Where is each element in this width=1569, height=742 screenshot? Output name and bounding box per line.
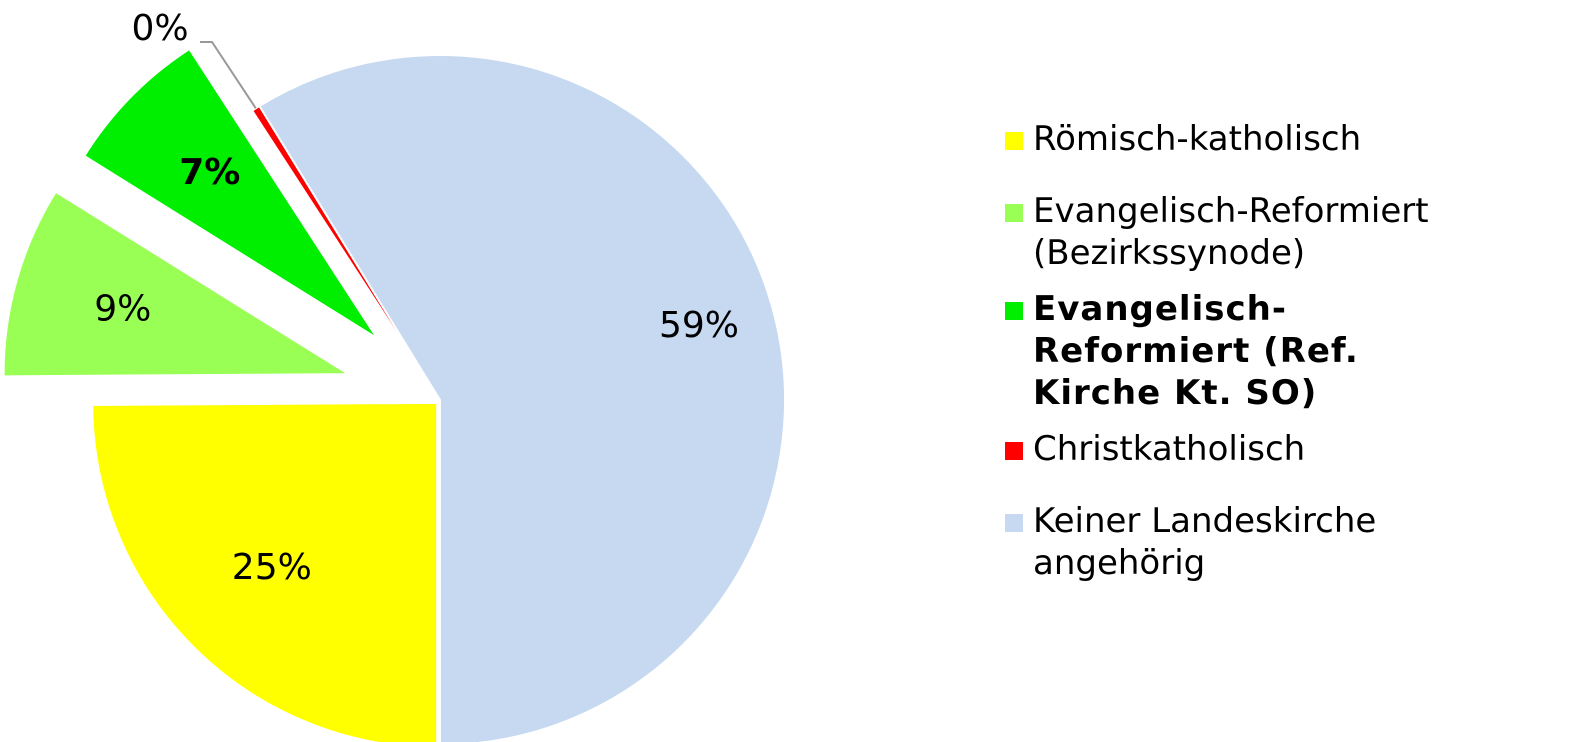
legend-item: Keiner Landeskirche angehörig — [1005, 500, 1435, 584]
leader-line — [200, 41, 257, 109]
pie-slice — [91, 401, 439, 742]
pie-slice — [258, 54, 786, 742]
data-label: 59% — [659, 305, 739, 346]
legend-item: Römisch-katholisch — [1005, 118, 1435, 160]
legend-label: Evangelisch-Reformiert (Bezirkssynode) — [1033, 191, 1429, 273]
legend-item: Evangelisch-Reformiert (Bezirkssynode) — [1005, 190, 1435, 274]
pie-area: 25% 9% 7% 0% 59% — [2, 8, 786, 742]
data-label: 7% — [179, 152, 240, 193]
legend-label: Römisch-katholisch — [1033, 119, 1362, 159]
legend-item: Christkatholisch — [1005, 428, 1435, 470]
legend-label: Evangelisch-Reformiert (Ref. Kirche Kt. … — [1033, 289, 1359, 413]
legend-item: Evangelisch-Reformiert (Ref. Kirche Kt. … — [1005, 288, 1435, 414]
legend-swatch — [1005, 132, 1023, 150]
legend-label: Christkatholisch — [1033, 429, 1306, 469]
legend-label: Keiner Landeskirche angehörig — [1033, 501, 1377, 583]
legend-swatch — [1005, 204, 1023, 222]
data-label: 0% — [131, 8, 188, 49]
data-label: 9% — [94, 288, 151, 329]
data-label: 25% — [232, 547, 312, 588]
legend: Römisch-katholisch Evangelisch-Reformiert… — [1005, 118, 1435, 614]
legend-swatch — [1005, 442, 1023, 460]
pie-slice — [82, 47, 379, 340]
legend-swatch — [1005, 302, 1023, 320]
legend-swatch — [1005, 514, 1023, 532]
pie-slice — [2, 190, 353, 378]
